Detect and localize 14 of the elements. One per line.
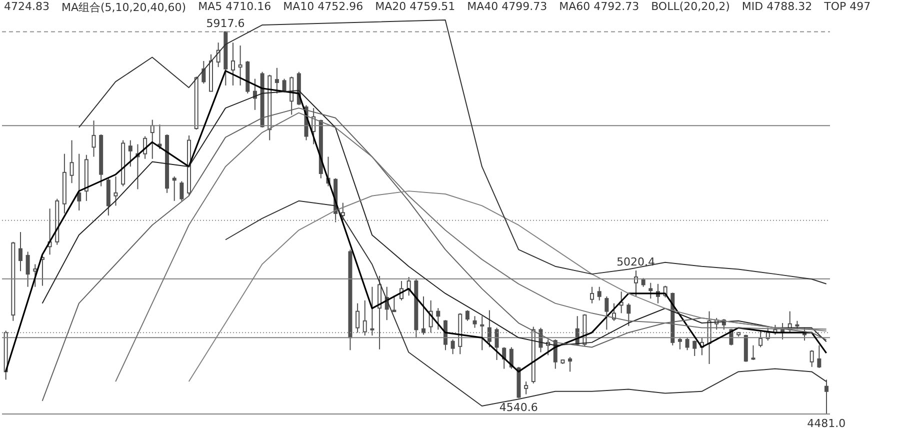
text: MA组合(5,10,20,40,60) (62, 0, 186, 15)
text: MA10 4752.96 (283, 0, 364, 15)
text: MA40 4799.73 (467, 0, 548, 15)
text: 4724.83 (4, 0, 50, 15)
text: MA20 4759.51 (375, 0, 456, 15)
text: BOLL(20,20,2) (651, 0, 730, 15)
annotation: 5020.4 (616, 256, 656, 268)
text: MA60 4792.73 (559, 0, 640, 15)
annotation: 4540.6 (499, 400, 538, 414)
annotation: 5917.6 (206, 16, 245, 30)
text: MID 4788.32 (742, 0, 812, 15)
annotation: 4481.0 (807, 416, 846, 430)
text: TOP 497 (824, 0, 871, 15)
text: MA5 4710.16 (198, 0, 272, 15)
